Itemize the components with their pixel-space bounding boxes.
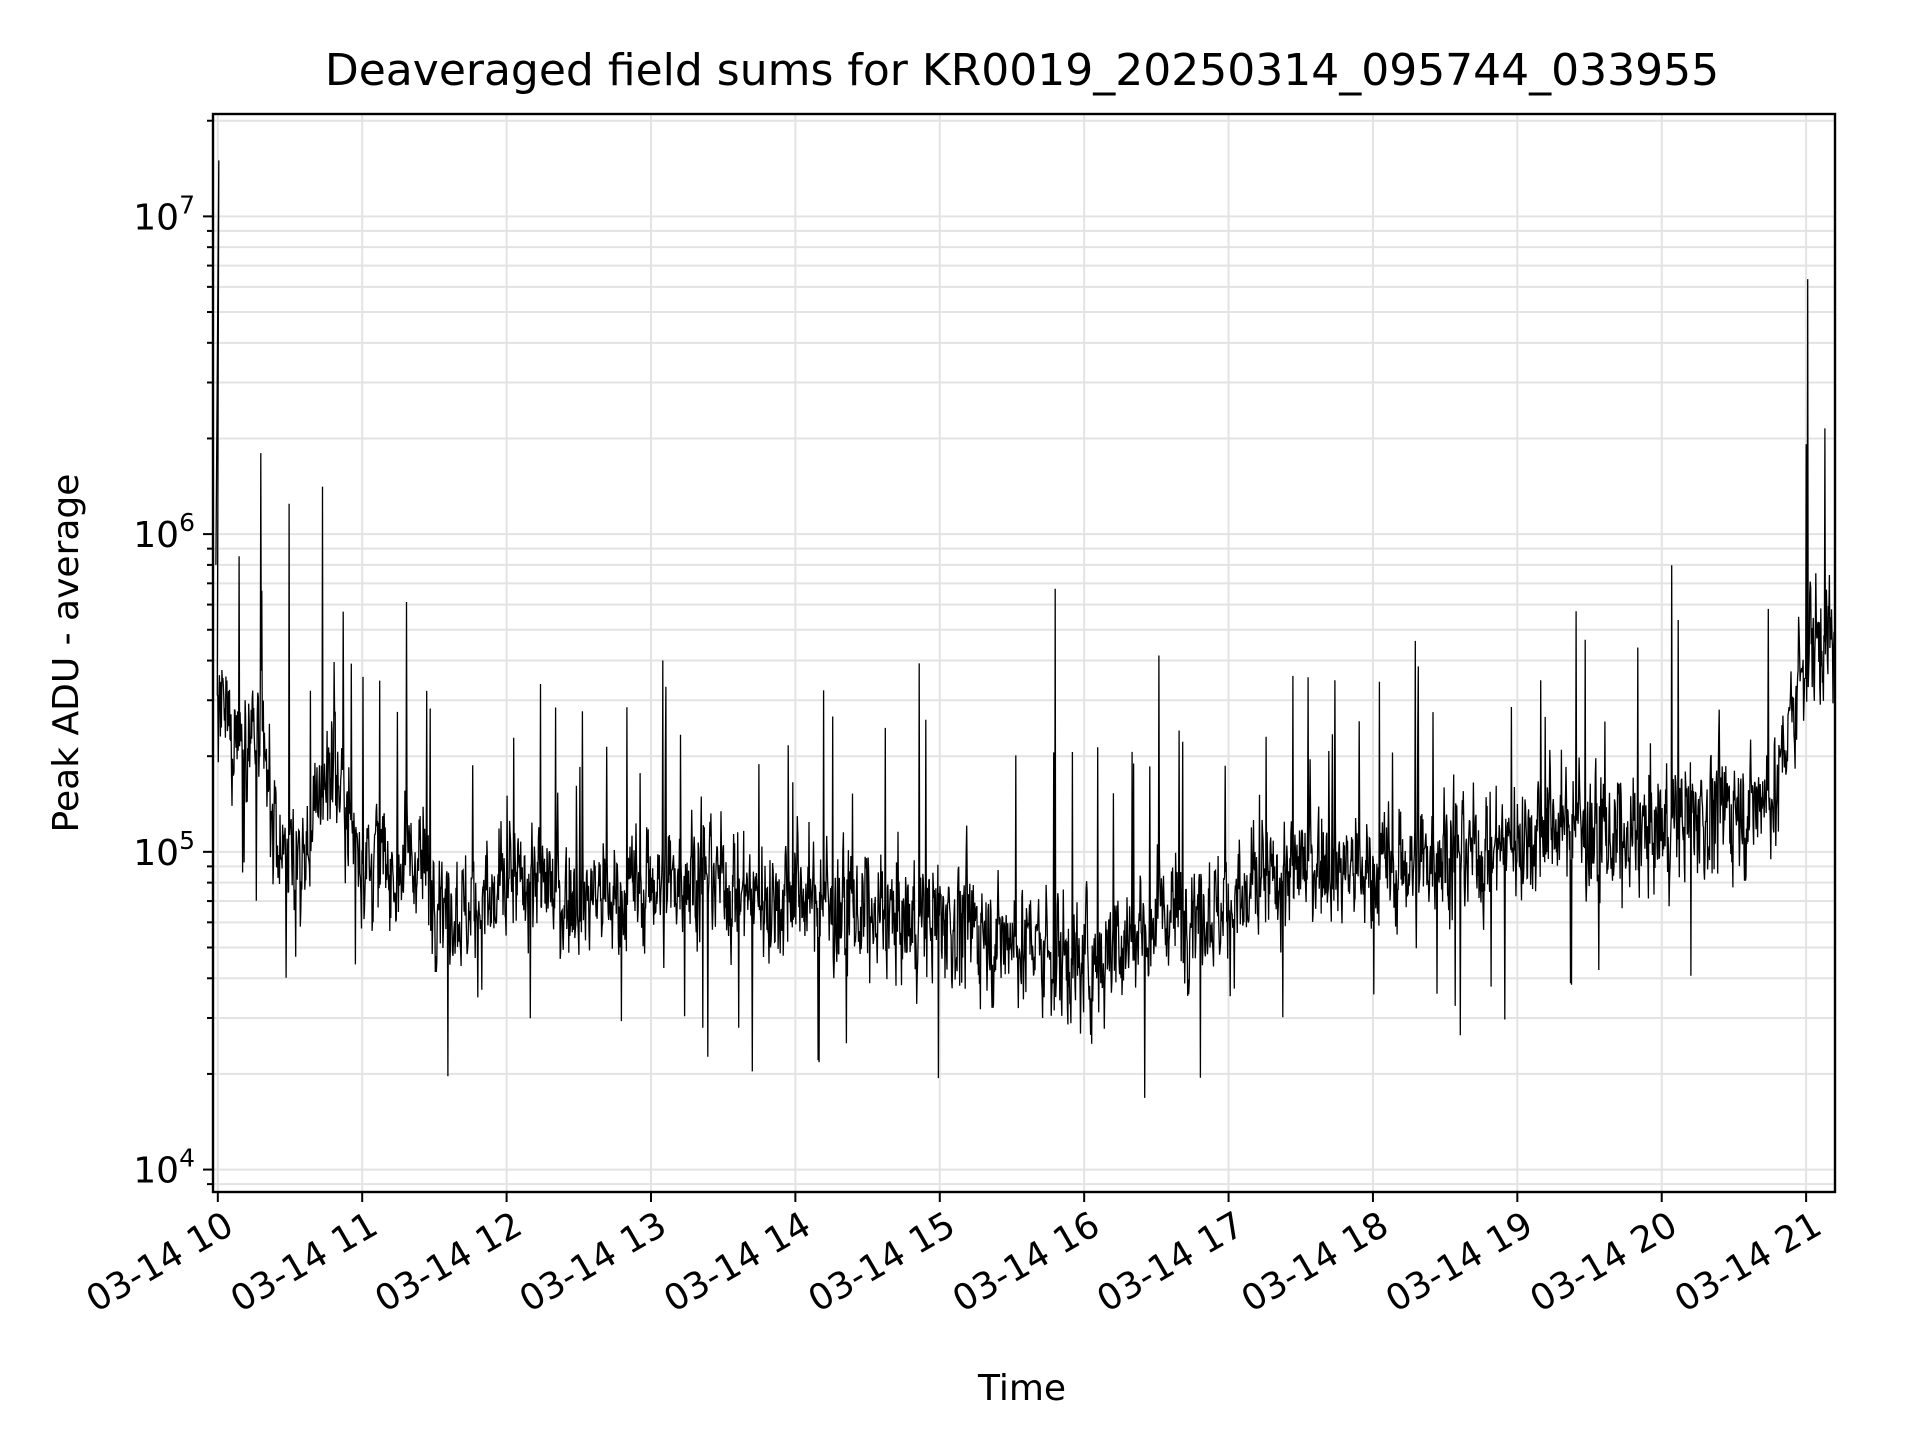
x-tick-label: 03-14 17 [1090,1204,1251,1320]
x-tick-label: 03-14 18 [1235,1204,1396,1320]
y-tick-label: 106 [133,508,195,556]
plot-frame [211,112,1837,1194]
x-axis-label: Time [977,1368,1066,1409]
series-line [215,160,1836,1098]
y-tick-label: 105 [133,826,195,874]
y-tick-label: 107 [133,190,195,238]
y-tick-label: 104 [133,1144,195,1192]
x-tick-label: 03-14 20 [1524,1204,1685,1320]
x-tick-label: 03-14 12 [368,1204,529,1320]
x-tick-label: 03-14 19 [1379,1204,1540,1320]
x-tick-label: 03-14 15 [802,1204,963,1320]
x-tick-label: 03-14 11 [224,1204,385,1320]
grid-lines [213,114,1835,1192]
chart-title: Deaveraged field sums for KR0019_2025031… [325,45,1719,96]
x-tick-label: 03-14 14 [657,1204,818,1320]
y-axis-label: Peak ADU - average [46,474,87,833]
x-tick-label: 03-14 13 [513,1204,674,1320]
x-tick-label: 03-14 16 [946,1204,1107,1320]
x-tick-label: 03-14 10 [80,1204,241,1320]
x-tick-label: 03-14 21 [1668,1204,1829,1320]
data-series [215,160,1836,1098]
y-axis-ticks: 104 105 106 107 [133,119,213,1192]
